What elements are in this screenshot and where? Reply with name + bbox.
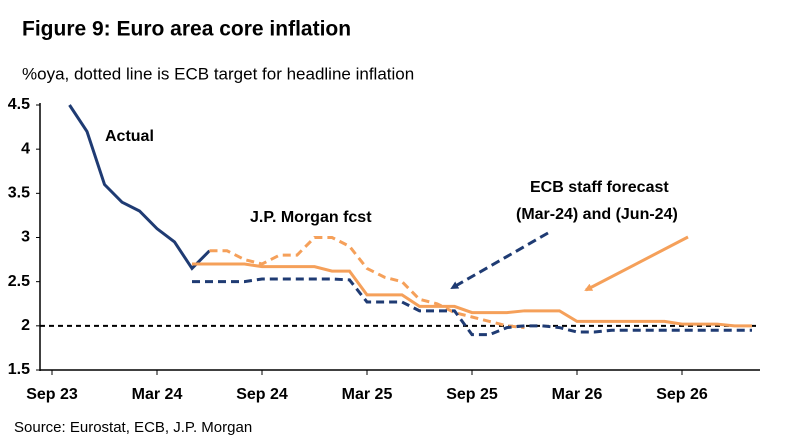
arrow [584,235,689,292]
source: Source: Eurostat, ECB, J.P. Morgan [14,419,252,436]
x-tick-label: Sep 25 [446,386,498,403]
series-line [209,236,525,330]
x-tick-label: Mar 26 [552,386,603,403]
series-line [192,262,752,328]
y-tick-label: 3 [21,229,30,246]
subtitle: %oya, dotted line is ECB target for head… [22,64,414,83]
series-line [192,277,752,337]
y-tick-label: 4 [21,140,30,157]
annotation: ECB staff forecast [530,179,669,196]
y-tick-label: 2.5 [8,273,30,290]
annotation: Actual [105,128,154,145]
x-tick-label: Mar 25 [342,386,393,403]
x-tick-label: Sep 24 [236,386,288,403]
x-tick-label: Sep 23 [26,386,78,403]
x-tick-label: Mar 24 [132,386,183,403]
x-tick-label: Sep 26 [656,386,708,403]
y-tick-label: 4.5 [8,96,30,113]
chart-title: Figure 9: Euro area core inflation [22,18,351,41]
annotation: (Mar-24) and (Jun-24) [516,206,678,223]
y-tick-label: 1.5 [8,361,30,378]
arrow [450,231,549,290]
y-tick-label: 2 [21,317,30,334]
series-line [68,104,211,271]
annotation: J.P. Morgan fcst [250,209,372,226]
y-tick-label: 3.5 [8,185,30,202]
